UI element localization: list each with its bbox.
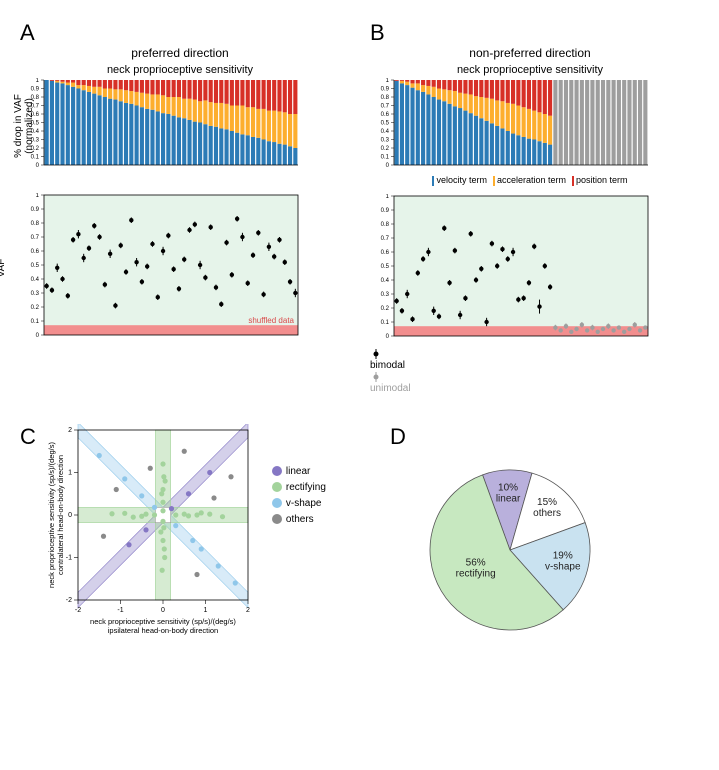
svg-text:0.8: 0.8: [381, 222, 390, 228]
svg-text:0.2: 0.2: [381, 306, 390, 312]
panel-b-subtitle: neck proprioceptive sensitivity: [370, 64, 690, 76]
svg-text:0.4: 0.4: [31, 277, 40, 283]
svg-text:0: 0: [36, 333, 40, 339]
svg-text:rectifying: rectifying: [456, 568, 496, 579]
svg-text:0: 0: [386, 163, 390, 169]
svg-text:0.7: 0.7: [31, 235, 40, 241]
svg-text:-1: -1: [117, 607, 123, 614]
svg-text:0.6: 0.6: [381, 250, 390, 256]
panel-b-label: B: [370, 20, 690, 46]
panel-c-scatter: -2-2 -1 -1 0 0 1 1 2 2 neck proprioceptive sensit…: [44, 424, 264, 644]
panel-d-label: D: [390, 424, 670, 450]
svg-text:56%: 56%: [466, 557, 486, 568]
svg-text:0.9: 0.9: [31, 207, 40, 213]
svg-text:contralateral head-on-body dir: contralateral head-on-body direction: [56, 455, 65, 575]
svg-text:0: 0: [161, 607, 165, 614]
svg-text:1: 1: [386, 194, 390, 200]
svg-text:0.9: 0.9: [31, 87, 40, 93]
svg-text:1: 1: [68, 469, 72, 476]
svg-text:others: others: [533, 508, 561, 519]
svg-text:0.7: 0.7: [381, 236, 390, 242]
svg-text:0.8: 0.8: [381, 95, 390, 101]
panel-a-title: preferred direction: [20, 46, 340, 60]
svg-text:0: 0: [386, 334, 390, 340]
svg-text:v-shape: v-shape: [545, 561, 581, 572]
panel-a-bars-ylabel: % drop in VAF(normalized): [13, 94, 35, 158]
svg-text:1: 1: [36, 193, 40, 199]
svg-text:10%: 10%: [498, 482, 518, 493]
panel-a-scatter-ylabel: VAF: [0, 259, 7, 278]
panel-c-label: C: [20, 424, 36, 450]
svg-text:neck proprioceptive sensitivit: neck proprioceptive sensitivity (sp/s)/(…: [90, 617, 236, 626]
svg-text:2: 2: [68, 427, 72, 434]
svg-text:0.2: 0.2: [31, 305, 40, 311]
svg-text:0.1: 0.1: [381, 320, 390, 326]
panel-b: B non-preferred direction neck proprioce…: [370, 20, 690, 394]
svg-text:0.8: 0.8: [31, 221, 40, 227]
svg-text:0.6: 0.6: [31, 249, 40, 255]
svg-text:19%: 19%: [553, 550, 573, 561]
panel-b-bars: 0 0.1 0.2 0.3 0.4 0.5 0.6 0.7 0.8 0.9 1: [370, 78, 650, 173]
svg-text:0.4: 0.4: [381, 278, 390, 284]
svg-text:0.5: 0.5: [381, 121, 390, 127]
svg-text:0: 0: [68, 512, 72, 519]
svg-text:0.7: 0.7: [381, 104, 390, 110]
svg-text:0.1: 0.1: [381, 155, 390, 161]
svg-text:0.9: 0.9: [381, 87, 390, 93]
svg-text:2: 2: [246, 607, 250, 614]
svg-text:0: 0: [36, 163, 40, 169]
svg-text:0.3: 0.3: [31, 291, 40, 297]
panel-a: A preferred direction neck proprioceptiv…: [20, 20, 340, 394]
svg-text:linear: linear: [496, 493, 521, 504]
svg-text:1: 1: [203, 607, 207, 614]
panel-b-mode-legend: bimodal unimodal: [370, 348, 690, 394]
panel-a-scatter: shuffled data 0 0.1 0.2 0.3 0.4 0.5 0.6 0.7 0.8 0.…: [20, 193, 300, 343]
svg-text:ipsilateral head-on-body direc: ipsilateral head-on-body direction: [108, 626, 218, 635]
svg-text:shuffled data: shuffled data: [248, 316, 294, 325]
svg-text:0.1: 0.1: [31, 319, 40, 325]
panel-b-term-legend: velocity term acceleration term position…: [370, 175, 690, 186]
svg-text:-1: -1: [66, 554, 72, 561]
svg-text:0.2: 0.2: [381, 146, 390, 152]
svg-text:0.5: 0.5: [31, 263, 40, 269]
panel-b-scatter: 0 0.1 0.2 0.3 0.4 0.5 0.6 0.7 0.8 0.9 1: [370, 194, 650, 344]
svg-text:0.3: 0.3: [381, 138, 390, 144]
svg-text:0.9: 0.9: [381, 208, 390, 214]
svg-text:15%: 15%: [537, 497, 557, 508]
svg-text:0.5: 0.5: [381, 264, 390, 270]
panel-a-bars: 00.10.20.30.40.50.60.70.80.91: [20, 78, 300, 173]
svg-text:0.3: 0.3: [381, 292, 390, 298]
panel-c-legend: linear rectifying v-shape others: [272, 464, 326, 644]
panel-d: D 10%linear 15%others 19%v-shape 56%rectify…: [390, 424, 670, 650]
panel-d-pie: 10%linear 15%others 19%v-shape 56%rectifyin…: [390, 450, 630, 650]
panel-c: C -2-2 -1 -1 0 0 1 1 2 2 neck proprioceptive sens…: [20, 424, 360, 644]
panel-a-subtitle: neck proprioceptive sensitivity: [20, 64, 340, 76]
svg-text:neck proprioceptive sensitivit: neck proprioceptive sensitivity (sp/s)/(…: [47, 441, 56, 587]
svg-text:-2: -2: [75, 607, 81, 614]
panel-b-title: non-preferred direction: [370, 46, 690, 60]
panel-a-label: A: [20, 20, 340, 46]
svg-text:1: 1: [36, 78, 40, 84]
svg-text:0.4: 0.4: [381, 129, 390, 135]
svg-text:-2: -2: [66, 597, 72, 604]
svg-text:1: 1: [386, 78, 390, 84]
svg-text:0.6: 0.6: [381, 112, 390, 118]
